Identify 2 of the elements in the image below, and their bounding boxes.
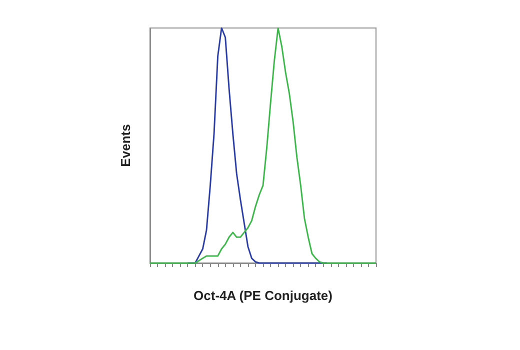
x-axis-title: Oct-4A (PE Conjugate) <box>194 288 332 303</box>
y-axis-title: Events <box>118 124 133 167</box>
